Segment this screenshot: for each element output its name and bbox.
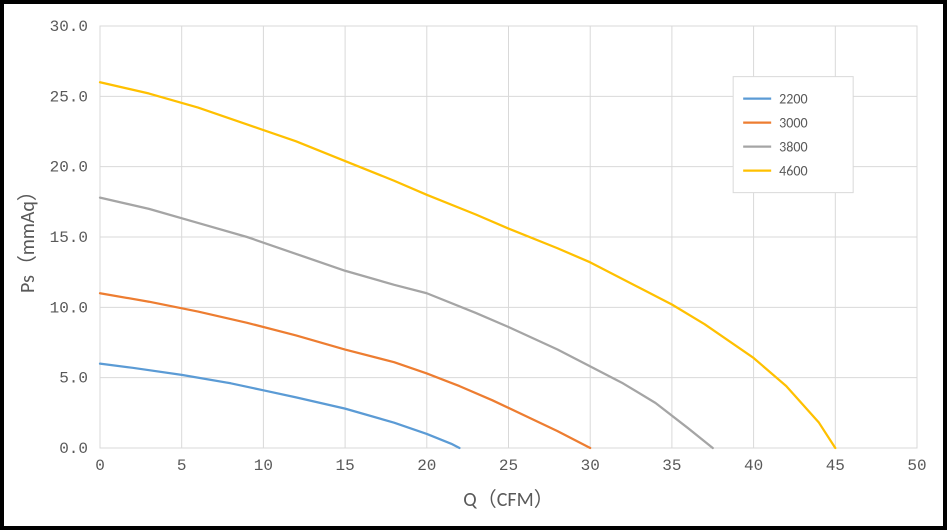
legend-label: 4600 [779, 163, 807, 180]
y-tick-label: 25.0 [50, 88, 88, 106]
x-tick-label: 20 [417, 457, 436, 475]
y-axis-label: Ps（mmAq） [16, 181, 40, 293]
legend-label: 2200 [779, 91, 807, 108]
legend-label: 3000 [779, 115, 807, 132]
legend: 2200 3000 3800 4600 [733, 77, 853, 193]
x-tick-label: 10 [254, 457, 273, 475]
chart-container: 0 5 10 15 20 25 30 35 40 45 50 0.0 5.0 10.0 15.0 20.0 25… [12, 12, 935, 518]
chart-frame: 0 5 10 15 20 25 30 35 40 45 50 0.0 5.0 10.0 15.0 20.0 25… [0, 0, 947, 530]
y-tick-label: 15.0 [50, 229, 88, 247]
x-tick-label: 40 [744, 457, 763, 475]
legend-label: 3800 [779, 139, 807, 156]
x-tick-label: 45 [826, 457, 845, 475]
x-tick-label: 0 [95, 457, 105, 475]
x-tick-label: 5 [177, 457, 187, 475]
fan-curve-chart: 0 5 10 15 20 25 30 35 40 45 50 0.0 5.0 10.0 15.0 20.0 25… [12, 12, 935, 518]
y-tick-label: 20.0 [50, 159, 88, 177]
y-tick-label: 30.0 [50, 18, 88, 36]
x-tick-label: 30 [581, 457, 600, 475]
y-tick-label: 5.0 [59, 370, 88, 388]
x-tick-label: 50 [907, 457, 926, 475]
x-tick-label: 15 [335, 457, 354, 475]
x-tick-label: 25 [499, 457, 518, 475]
x-axis-label: Q（CFM） [463, 488, 553, 512]
y-tick-label: 0.0 [59, 440, 88, 458]
y-tick-label: 10.0 [50, 299, 88, 317]
x-tick-label: 35 [662, 457, 681, 475]
